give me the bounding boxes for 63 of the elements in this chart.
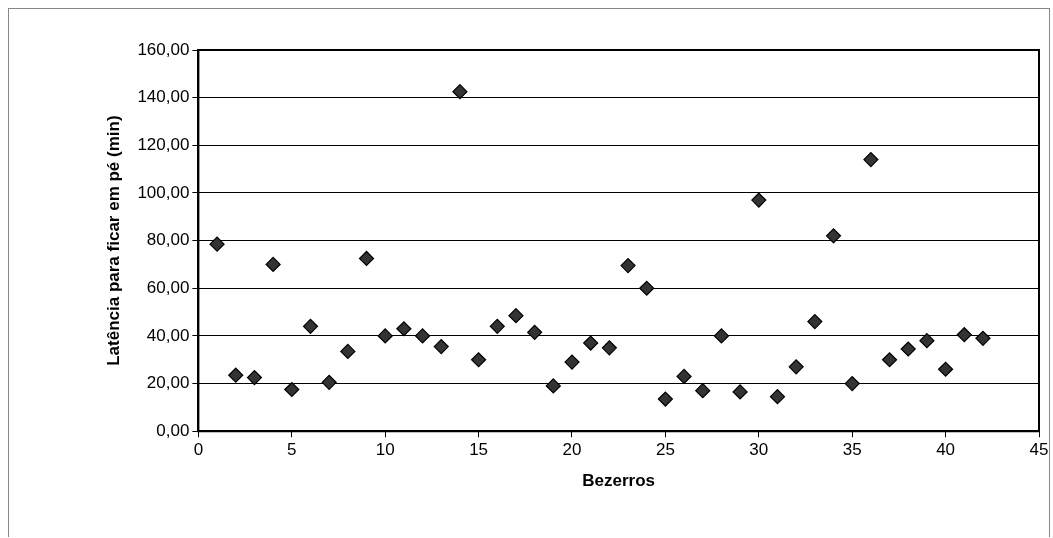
x-tick-label: 35 (842, 440, 862, 460)
point (489, 318, 505, 334)
point (881, 352, 898, 368)
point (713, 328, 730, 344)
point (844, 375, 860, 392)
x-tick-label: 15 (469, 440, 489, 460)
point (564, 354, 580, 370)
x-tick-label: 40 (936, 440, 956, 460)
point (265, 256, 281, 273)
point (601, 340, 617, 356)
point (209, 236, 225, 252)
y-tick-label: 100,00 (137, 182, 190, 202)
point (284, 381, 300, 398)
y-tick-label: 20,00 (146, 373, 190, 393)
point (919, 333, 935, 349)
point (414, 328, 431, 344)
point (452, 84, 468, 100)
x-tick-label: 45 (1029, 440, 1049, 460)
point (732, 384, 748, 400)
x-tick-label: 20 (562, 440, 582, 460)
point (695, 383, 711, 399)
x-axis-title: Bezerros (582, 471, 656, 491)
point (975, 330, 991, 346)
x-tick-label: 25 (655, 440, 675, 460)
point (751, 192, 767, 208)
point (639, 280, 655, 296)
y-tick-label: 80,00 (146, 230, 190, 250)
y-tick-label: 60,00 (146, 277, 190, 297)
point (471, 352, 487, 368)
point (788, 359, 804, 375)
point (863, 152, 879, 168)
point (657, 391, 673, 407)
point (228, 367, 244, 383)
point (340, 343, 356, 359)
y-tick-label: 160,00 (137, 39, 190, 59)
point (545, 378, 561, 394)
point (377, 328, 393, 344)
point (676, 368, 692, 384)
point (508, 308, 524, 324)
x-tick-label: 0 (193, 440, 204, 460)
point (825, 228, 842, 244)
y-tick-label: 0,00 (156, 420, 190, 440)
x-tick-label: 5 (287, 440, 297, 460)
y-axis-title: Latência para ficar em pé (min) (103, 115, 123, 366)
point (527, 324, 543, 340)
point (246, 369, 263, 386)
y-tick-label: 140,00 (137, 87, 190, 107)
point (807, 314, 823, 330)
y-tick-label: 40,00 (146, 325, 190, 345)
point (396, 321, 412, 337)
y-tick-label: 120,00 (137, 134, 190, 154)
point (321, 374, 337, 390)
point (620, 258, 636, 274)
point (769, 389, 786, 405)
point (583, 335, 599, 351)
point (302, 318, 319, 334)
point (358, 250, 375, 267)
x-tick-label: 30 (749, 440, 769, 460)
point (900, 341, 916, 357)
point (956, 327, 972, 343)
x-tick-label: 10 (375, 440, 395, 460)
point (938, 361, 954, 377)
point (433, 339, 449, 355)
